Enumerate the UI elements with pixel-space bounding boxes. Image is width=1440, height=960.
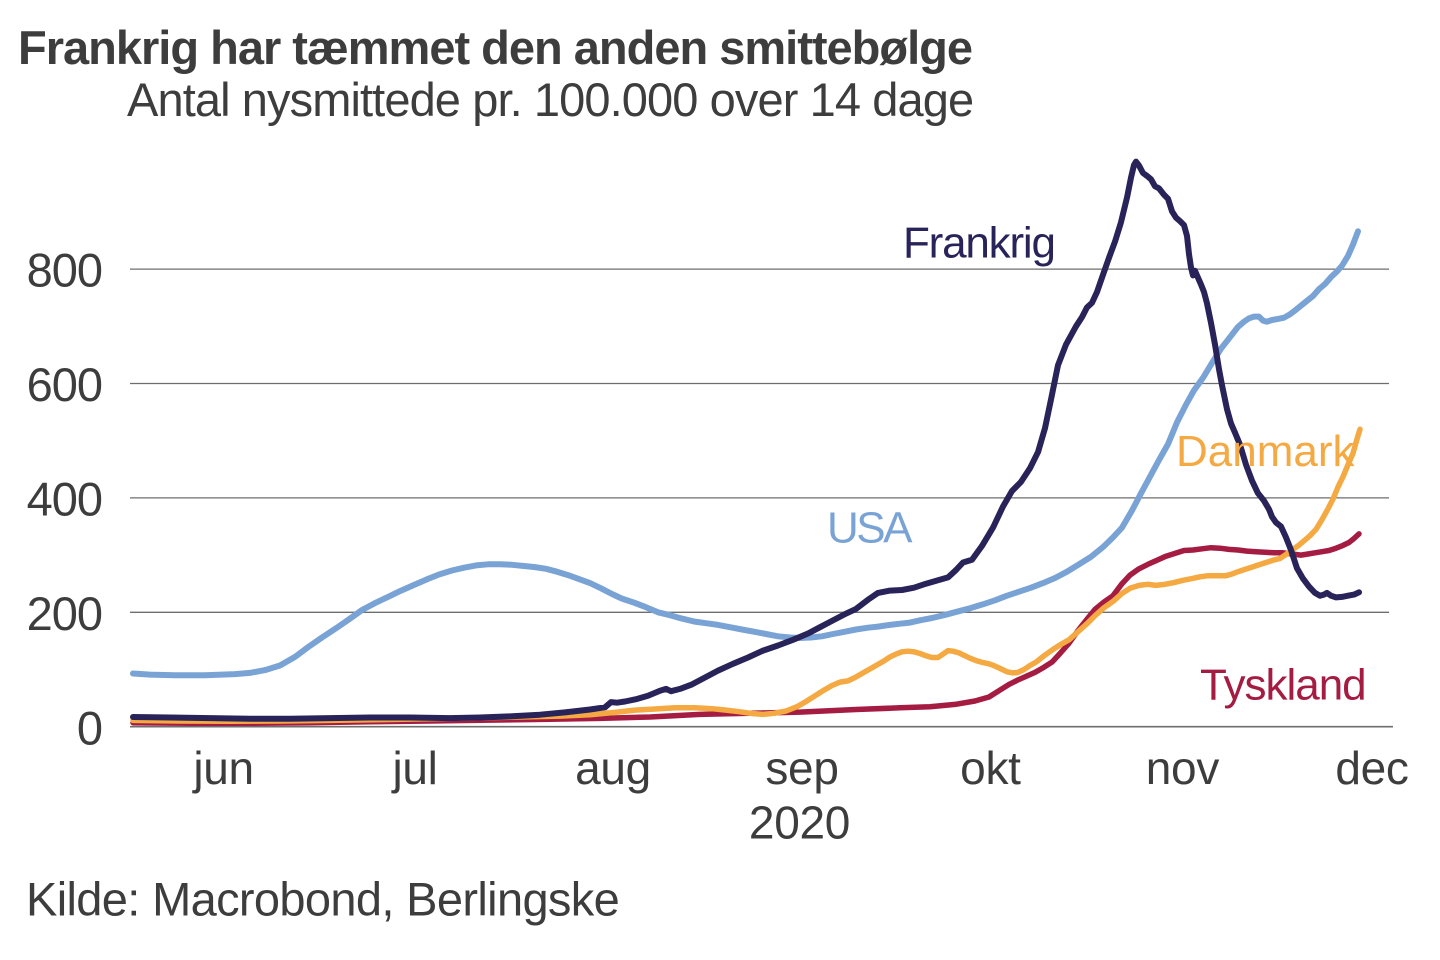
svg-text:Antal nysmittede pr. 100.000 o: Antal nysmittede pr. 100.000 over 14 dag…: [127, 73, 973, 126]
svg-text:okt: okt: [960, 742, 1021, 794]
svg-text:200: 200: [27, 587, 102, 640]
svg-text:Tyskland: Tyskland: [1200, 661, 1366, 710]
svg-text:Kilde: Macrobond, Berlingske: Kilde: Macrobond, Berlingske: [26, 873, 619, 926]
svg-text:Frankrig: Frankrig: [903, 219, 1055, 268]
svg-text:dec: dec: [1335, 742, 1408, 794]
svg-text:nov: nov: [1146, 742, 1220, 794]
svg-text:jun: jun: [191, 742, 254, 794]
svg-text:USA: USA: [827, 504, 913, 553]
svg-text:jul: jul: [390, 742, 437, 794]
svg-text:600: 600: [27, 358, 102, 411]
svg-text:800: 800: [27, 244, 102, 297]
svg-text:0: 0: [77, 701, 102, 754]
svg-text:Danmark: Danmark: [1176, 427, 1355, 476]
svg-text:2020: 2020: [749, 797, 850, 849]
svg-text:400: 400: [27, 473, 102, 526]
svg-text:sep: sep: [765, 742, 838, 794]
svg-text:aug: aug: [575, 742, 651, 794]
svg-text:Frankrig har tæmmet den anden: Frankrig har tæmmet den anden smittebølg…: [18, 21, 972, 74]
